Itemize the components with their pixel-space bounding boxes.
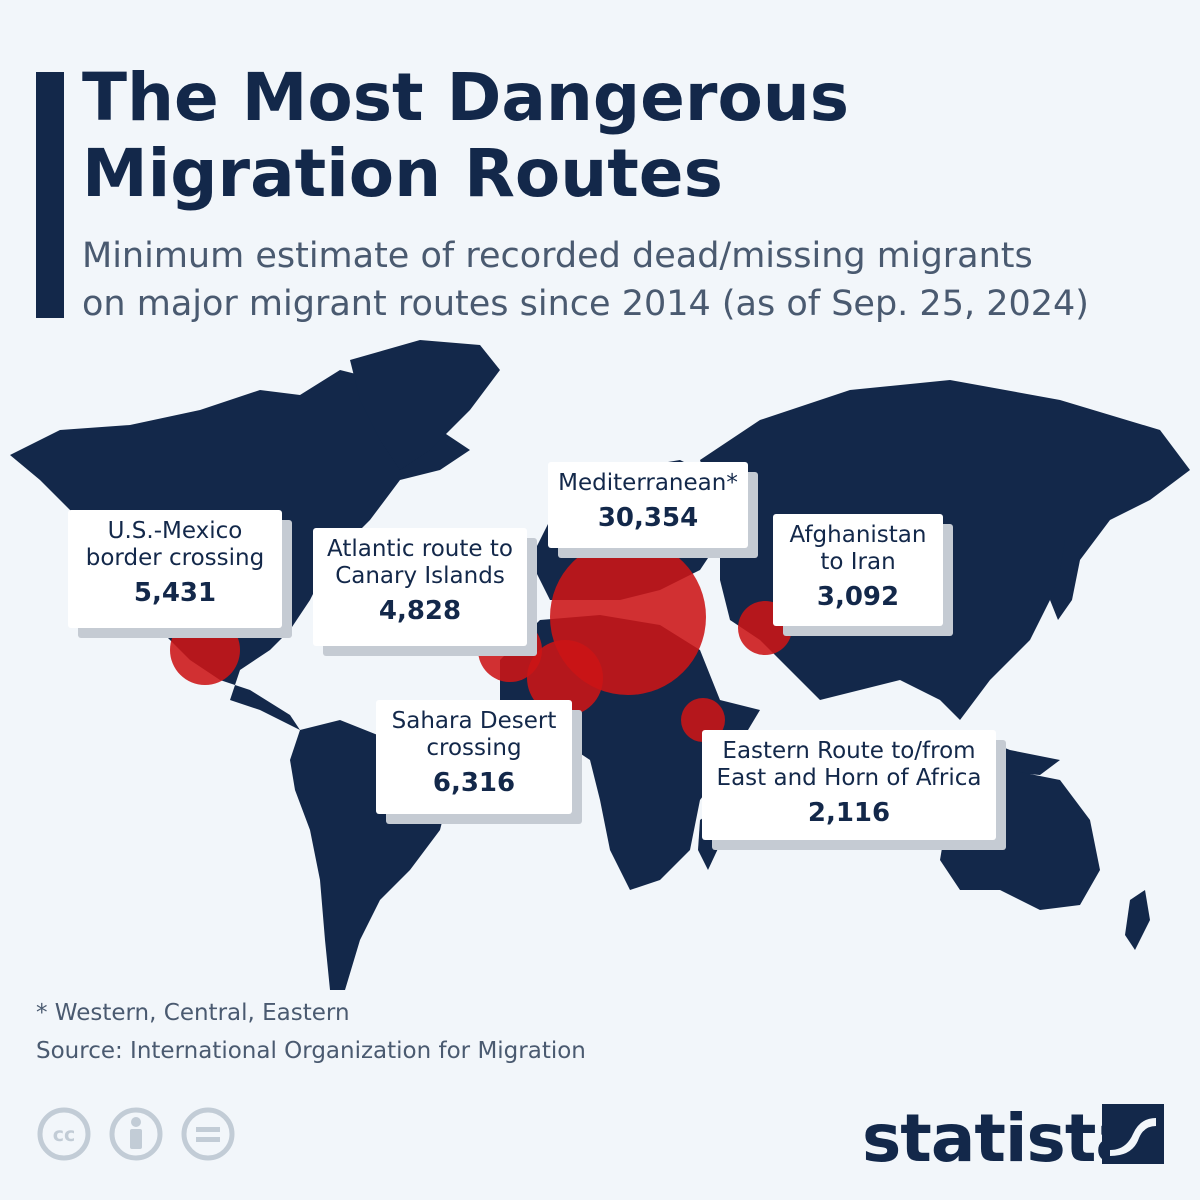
- no-derivatives-icon: [181, 1107, 235, 1161]
- subtitle-line-2: on major migrant routes since 2014 (as o…: [82, 284, 1089, 324]
- world-map: [10, 340, 1190, 990]
- statista-logo-text: statista: [862, 1100, 1140, 1177]
- route-value-sahara: 6,316: [432, 768, 516, 798]
- route-name-mediterranean: Mediterranean*: [558, 470, 738, 496]
- land-asia: [700, 380, 1190, 720]
- label-us-mexico: U.S.-Mexico border crossing 5,431: [68, 510, 282, 628]
- route-value-afghanistan-iran: 3,092: [816, 582, 900, 612]
- route-value-atlantic-canary: 4,828: [378, 596, 462, 626]
- label-mediterranean: Mediterranean* 30,354: [548, 462, 748, 548]
- route-value-eastern-route: 2,116: [807, 798, 891, 828]
- label-afghanistan-iran: Afghanistan to Iran 3,092: [773, 514, 943, 626]
- svg-text:cc: cc: [53, 1124, 76, 1146]
- license-icons: cc: [37, 1107, 235, 1161]
- page-subtitle: Minimum estimate of recorded dead/missin…: [82, 232, 1182, 328]
- land-new-zealand: [1125, 890, 1150, 950]
- route-value-us-mexico: 5,431: [133, 578, 217, 608]
- attribution-icon: [109, 1107, 163, 1161]
- route-name-us-mexico: U.S.-Mexico border crossing: [85, 518, 265, 571]
- route-name-eastern-route: Eastern Route to/from East and Horn of A…: [716, 738, 982, 791]
- land-greenland: [350, 340, 500, 470]
- statista-logo-icon: [1102, 1104, 1164, 1164]
- cc-icon: [37, 1107, 91, 1161]
- label-eastern-route: Eastern Route to/from East and Horn of A…: [702, 730, 996, 840]
- page-title: The Most Dangerous Migration Routes: [82, 60, 1162, 212]
- subtitle-line-1: Minimum estimate of recorded dead/missin…: [82, 236, 1033, 276]
- route-value-mediterranean: 30,354: [597, 503, 699, 533]
- label-sahara: Sahara Desert crossing 6,316: [376, 700, 572, 814]
- footnote: * Western, Central, Eastern: [36, 1000, 350, 1026]
- title-line-2: Migration Routes: [82, 135, 723, 212]
- source-note: Source: International Organization for M…: [36, 1038, 586, 1064]
- title-accent-bar: [36, 72, 64, 318]
- bubble-us-mexico: [170, 615, 240, 685]
- route-name-sahara: Sahara Desert crossing: [391, 708, 557, 761]
- land-japan: [1050, 540, 1080, 620]
- route-name-atlantic-canary: Atlantic route to Canary Islands: [327, 536, 513, 589]
- route-name-afghanistan-iran: Afghanistan to Iran: [789, 522, 927, 575]
- label-atlantic-canary: Atlantic route to Canary Islands 4,828: [313, 528, 527, 646]
- title-line-1: The Most Dangerous: [82, 59, 850, 136]
- bubble-mediterranean: [550, 539, 706, 695]
